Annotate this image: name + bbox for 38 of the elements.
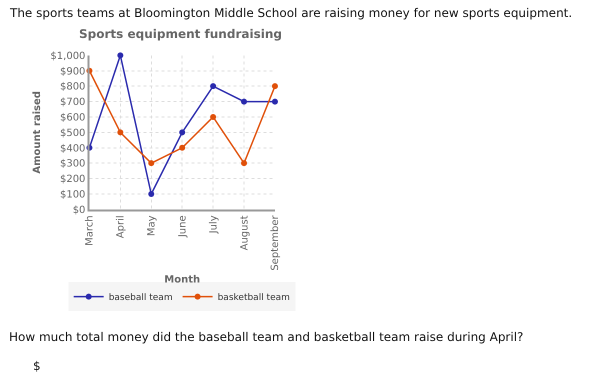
y-tick-label: $500 — [60, 128, 86, 139]
legend-label: baseball team — [108, 293, 173, 304]
x-tick-label: August — [239, 215, 250, 250]
point — [210, 114, 216, 120]
y-axis-title: Amount raised — [32, 91, 43, 174]
y-tick-label: $700 — [60, 97, 86, 108]
y-tick-label: $900 — [60, 66, 86, 78]
text: The sports teams at Bloomington Middle School are raising money for new sports equipment. — [9, 6, 572, 20]
point — [148, 160, 154, 166]
text: How much total money did the baseball team and basketball team raise during April? — [9, 330, 524, 344]
legend-label: basketball team — [218, 293, 290, 304]
point — [179, 144, 186, 151]
point — [117, 129, 124, 136]
y-tick-label: $0 — [72, 204, 86, 216]
y-tick-label: $100 — [60, 189, 86, 200]
y-tick-label: $800 — [60, 82, 86, 93]
x-axis-title: Month — [164, 274, 200, 286]
x-tick-label: May — [146, 215, 158, 236]
text: $ — [33, 359, 41, 373]
point — [241, 160, 248, 166]
y-tick-label: $400 — [60, 143, 86, 154]
point — [272, 98, 278, 105]
y-tick-label: $1,000 — [50, 50, 86, 62]
x-tick-label: June — [177, 215, 188, 238]
y-tick-label: $200 — [60, 174, 86, 186]
point — [148, 190, 154, 197]
chart-title: Sports equipment fundraising — [79, 27, 282, 42]
point — [210, 83, 216, 90]
x-tick-label: April — [116, 215, 127, 238]
x-tick-label: March — [84, 215, 96, 246]
y-tick-label: $300 — [60, 158, 86, 170]
y-tick-label: $600 — [60, 112, 86, 124]
x-tick-label: July — [208, 215, 220, 234]
point — [272, 83, 278, 90]
point — [179, 129, 186, 136]
point — [117, 52, 124, 58]
x-tick-label: September — [270, 214, 282, 271]
point — [241, 98, 248, 105]
